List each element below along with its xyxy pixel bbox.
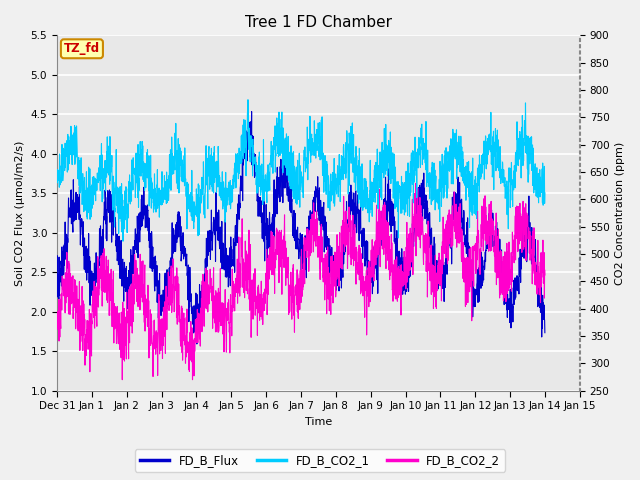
Legend: FD_B_Flux, FD_B_CO2_1, FD_B_CO2_2: FD_B_Flux, FD_B_CO2_1, FD_B_CO2_2 [135, 449, 505, 472]
Y-axis label: Soil CO2 Flux (μmol/m2/s): Soil CO2 Flux (μmol/m2/s) [15, 140, 25, 286]
X-axis label: Time: Time [305, 417, 332, 427]
Y-axis label: CO2 Concentration (ppm): CO2 Concentration (ppm) [615, 141, 625, 285]
Text: TZ_fd: TZ_fd [64, 42, 100, 55]
Title: Tree 1 FD Chamber: Tree 1 FD Chamber [245, 15, 392, 30]
